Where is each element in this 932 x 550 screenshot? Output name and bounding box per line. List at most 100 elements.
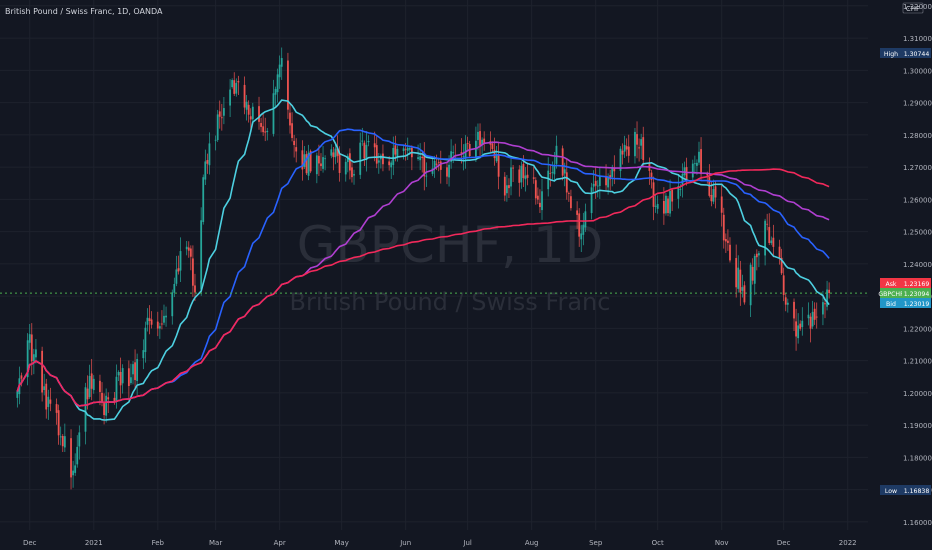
candle-body bbox=[431, 168, 434, 174]
candle-body bbox=[757, 253, 760, 256]
candle-body bbox=[801, 320, 804, 328]
candle-body bbox=[361, 140, 364, 142]
candle-body bbox=[460, 152, 463, 154]
watermark-symbol: GBPCHF, 1D bbox=[297, 216, 604, 274]
candle-body bbox=[596, 185, 599, 187]
candle-body bbox=[491, 143, 494, 150]
candle-body bbox=[493, 149, 496, 159]
candle-body bbox=[367, 141, 370, 143]
candle-body bbox=[696, 162, 698, 166]
low-label-box bbox=[880, 485, 902, 495]
currency-badge[interactable]: CHF bbox=[902, 2, 924, 14]
candle-body bbox=[495, 155, 498, 162]
candle-body bbox=[57, 410, 60, 436]
candle-body bbox=[390, 162, 393, 168]
candle-body bbox=[35, 349, 37, 358]
candle-body bbox=[578, 213, 581, 237]
candle-body bbox=[567, 193, 570, 194]
candle-body bbox=[452, 152, 455, 154]
candle-body bbox=[662, 200, 665, 214]
candle-body bbox=[681, 173, 684, 187]
candle-body bbox=[679, 189, 682, 190]
candle-body bbox=[315, 155, 318, 175]
candle-body bbox=[173, 283, 176, 293]
price-tick-label: 1.26000 bbox=[903, 196, 932, 204]
candle-body bbox=[462, 156, 465, 157]
last-label: GBPCHF bbox=[878, 291, 904, 298]
candle-body bbox=[547, 170, 550, 190]
price-tick-label: 1.18000 bbox=[903, 454, 932, 462]
candle-body bbox=[584, 211, 587, 228]
candle-body bbox=[437, 161, 440, 163]
candle-body bbox=[408, 147, 411, 150]
candle-body bbox=[237, 81, 240, 83]
candle-body bbox=[483, 138, 486, 144]
candle-body bbox=[654, 205, 657, 207]
candle-body bbox=[258, 106, 260, 122]
candle-body bbox=[638, 147, 640, 149]
bid-value-box bbox=[902, 298, 931, 308]
candle-body bbox=[26, 340, 29, 378]
time-axis[interactable]: Dec 2021 Feb Mar Apr May Jun Jul Aug Sep Oct Nov Dec… bbox=[0, 530, 932, 550]
time-tick-label: Oct bbox=[652, 539, 664, 547]
candle-body bbox=[334, 148, 337, 158]
candle-body bbox=[553, 164, 556, 175]
candle-body bbox=[729, 244, 731, 261]
candle-body bbox=[508, 185, 510, 189]
candle-body bbox=[739, 269, 742, 293]
candle-body bbox=[247, 104, 250, 115]
watermark-name: British Pound / Swiss Franc bbox=[290, 288, 611, 316]
candle-body bbox=[392, 147, 395, 165]
candle-body bbox=[423, 156, 426, 177]
candle-body bbox=[813, 308, 816, 320]
candle-body bbox=[171, 292, 174, 317]
chart-title: British Pound / Swiss Franc, 1D, OANDA bbox=[5, 7, 163, 16]
candle-body bbox=[613, 167, 616, 172]
candle-body bbox=[144, 327, 147, 353]
candle-body bbox=[92, 378, 95, 391]
candle-body bbox=[132, 364, 134, 375]
ask-value-box bbox=[902, 278, 931, 288]
candle-body bbox=[406, 147, 409, 151]
candle-body bbox=[419, 156, 422, 161]
candle-body bbox=[377, 160, 380, 163]
time-tick-label: Dec bbox=[23, 539, 37, 547]
candle-body bbox=[793, 301, 795, 319]
high-value-box bbox=[902, 48, 931, 58]
price-tick-label: 1.27000 bbox=[903, 164, 932, 172]
candle-body bbox=[479, 131, 481, 146]
candle-body bbox=[373, 143, 376, 148]
price-axis[interactable]: 1.160001.170001.180001.190001.200001.210… bbox=[868, 0, 932, 550]
candle-body bbox=[450, 151, 453, 162]
candle-body bbox=[291, 123, 293, 138]
candle-body bbox=[90, 373, 93, 389]
candle-body bbox=[72, 470, 75, 476]
candle-body bbox=[625, 146, 628, 150]
price-tick-label: 1.16000 bbox=[903, 519, 932, 527]
candle-body bbox=[755, 253, 758, 258]
candle-body bbox=[481, 139, 484, 145]
candle-body bbox=[634, 131, 636, 157]
ask-value: 1.23169 bbox=[904, 281, 930, 288]
candle-body bbox=[751, 266, 754, 281]
low-value: 1.16838 bbox=[904, 488, 930, 495]
candle-body bbox=[134, 362, 136, 381]
candle-body bbox=[607, 176, 610, 188]
candle-body bbox=[448, 164, 450, 178]
candle-body bbox=[78, 432, 81, 447]
candle-body bbox=[811, 311, 814, 327]
candle-body bbox=[148, 318, 151, 321]
candle-body bbox=[667, 198, 669, 213]
candle-body bbox=[320, 163, 322, 167]
candle-body bbox=[526, 174, 529, 178]
candle-body bbox=[177, 268, 180, 272]
candle-body bbox=[113, 397, 116, 402]
candle-body bbox=[43, 386, 46, 391]
price-tick-label: 1.31000 bbox=[903, 35, 932, 43]
candle-body bbox=[47, 396, 50, 407]
candle-body bbox=[698, 151, 700, 163]
candle-body bbox=[200, 220, 203, 290]
candle-body bbox=[551, 172, 554, 173]
